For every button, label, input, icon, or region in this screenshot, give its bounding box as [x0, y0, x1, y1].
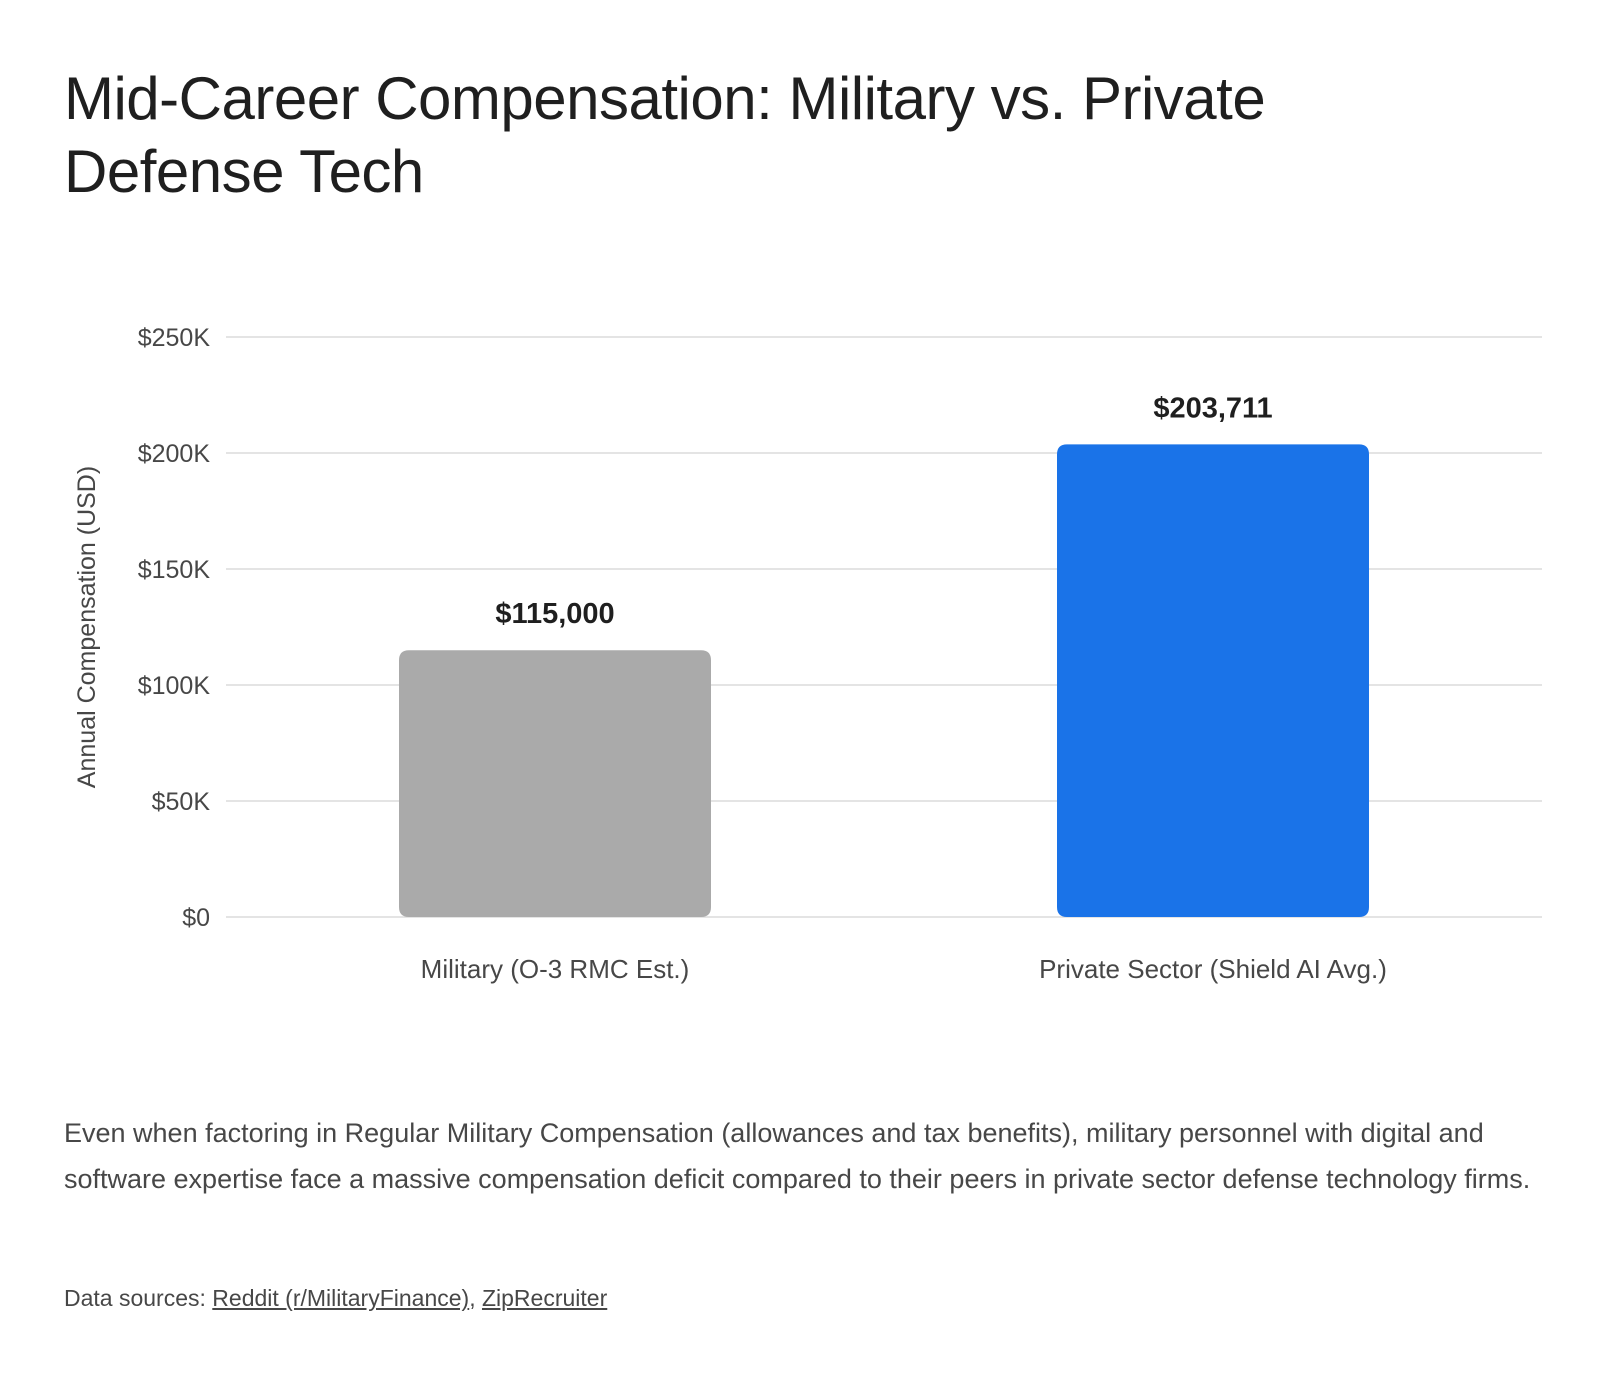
data-label: $203,711	[1153, 392, 1272, 424]
sources-separator: ,	[469, 1285, 476, 1311]
source-link-ziprecruiter[interactable]: ZipRecruiter	[481, 1285, 608, 1311]
y-tick-label: $250K	[138, 324, 211, 352]
y-tick-label: $100K	[138, 672, 211, 700]
chart-title: Mid-Career Compensation: Military vs. Pr…	[64, 65, 1266, 205]
chart-area: $0 $50K $100K $150K $200K $250K Annual Compens…	[0, 300, 1600, 1020]
chart-caption: Even when factoring in Regular Military …	[64, 1118, 1531, 1194]
x-tick-label: Military (O-3 RMC Est.)	[421, 954, 690, 984]
x-tick-label: Private Sector (Shield AI Avg.)	[1039, 954, 1387, 984]
data-label: $115,000	[495, 598, 614, 630]
bar	[1057, 444, 1369, 917]
bar	[399, 650, 711, 917]
bar-chart: $0 $50K $100K $150K $200K $250K Annual Compens…	[73, 324, 1542, 984]
y-tick-label: $150K	[138, 556, 211, 584]
y-tick-label: $50K	[152, 788, 211, 816]
source-link-reddit[interactable]: Reddit (r/MilitaryFinance)	[212, 1285, 470, 1311]
y-axis-title: Annual Compensation (USD)	[73, 466, 101, 788]
sources-prefix: Data sources:	[64, 1285, 206, 1311]
y-tick-label: $200K	[138, 440, 211, 468]
y-tick-label: $0	[182, 904, 210, 932]
data-sources: Data sources: Reddit (r/MilitaryFinance)…	[64, 1283, 607, 1313]
